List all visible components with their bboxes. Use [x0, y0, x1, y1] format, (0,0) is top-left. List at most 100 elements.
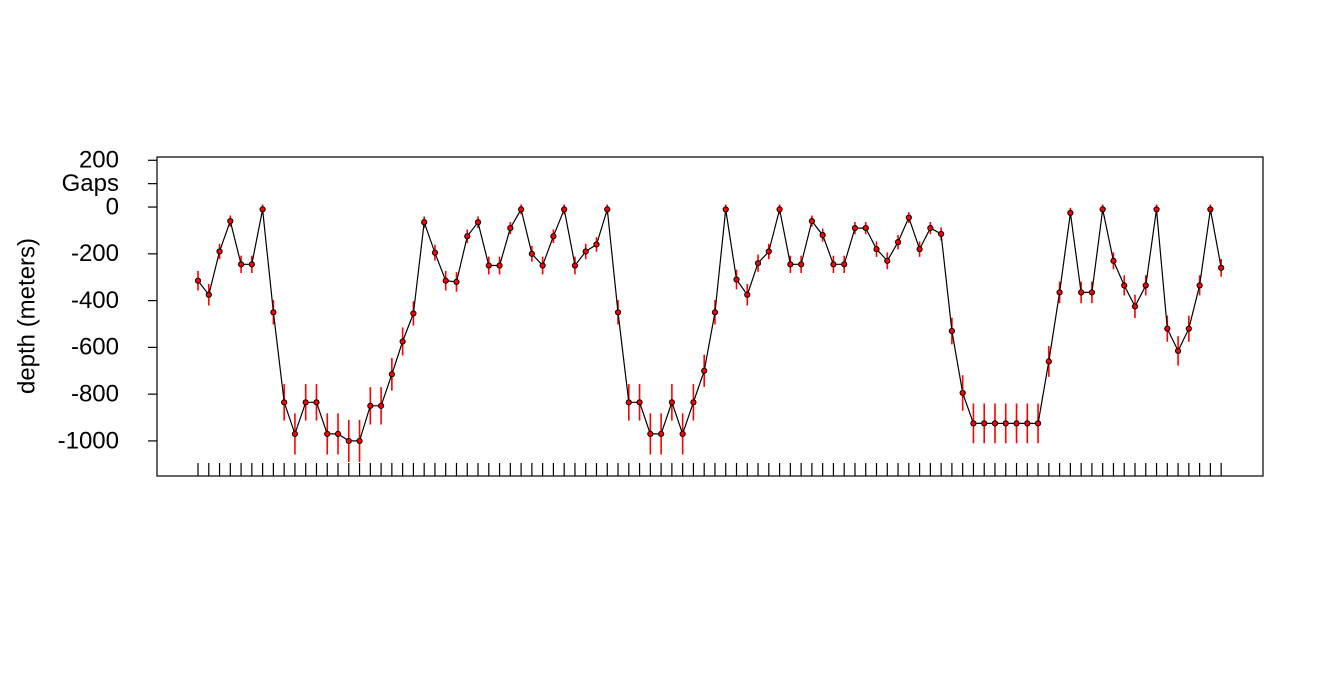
point: [194, 277, 202, 284]
point: [248, 261, 255, 268]
point: [1078, 289, 1085, 296]
point: [1099, 206, 1106, 213]
point: [1142, 282, 1149, 289]
y-axis-label: depth (meters): [13, 238, 40, 394]
point: [550, 233, 557, 240]
point: [905, 214, 912, 221]
point: [345, 437, 352, 445]
point: [1002, 420, 1009, 427]
point: [1024, 420, 1031, 427]
point: [259, 206, 266, 213]
y-tick-label: -600: [71, 334, 119, 361]
point: [1045, 358, 1052, 365]
point: [1088, 289, 1096, 296]
point: [216, 248, 223, 255]
point: [485, 262, 492, 269]
y-tick-label: -800: [71, 380, 119, 407]
point: [1110, 257, 1117, 264]
point: [927, 224, 934, 232]
point: [270, 309, 277, 316]
point: [421, 219, 428, 226]
point: [1207, 206, 1214, 213]
point: [227, 217, 234, 225]
point: [938, 230, 945, 238]
point: [507, 224, 514, 232]
point: [765, 248, 772, 255]
y-tick-label: -400: [71, 287, 119, 314]
point: [431, 249, 439, 256]
point: [776, 206, 783, 213]
point: [1121, 282, 1128, 289]
y-tick-label: -1000: [58, 427, 119, 454]
point: [851, 224, 859, 232]
point: [334, 430, 342, 438]
point: [561, 206, 568, 213]
point: [916, 246, 923, 253]
point: [205, 291, 212, 298]
point: [399, 338, 406, 345]
point: [388, 371, 395, 378]
point: [1067, 209, 1074, 216]
point: [798, 261, 805, 268]
point: [442, 277, 449, 284]
point: [733, 276, 740, 283]
y-tick-label: Gaps: [62, 170, 119, 197]
point: [614, 309, 622, 316]
point: [754, 260, 762, 267]
point: [1196, 282, 1203, 289]
point: [474, 219, 482, 226]
point: [377, 402, 385, 409]
plot-frame: [156, 156, 1264, 477]
point: [291, 430, 299, 438]
point: [1153, 206, 1160, 213]
point: [1013, 420, 1020, 427]
point: [410, 310, 417, 317]
point: [722, 206, 729, 213]
point: [970, 420, 977, 427]
point: [237, 261, 245, 268]
point: [313, 399, 320, 406]
point: [528, 250, 535, 257]
point: [302, 399, 309, 406]
point: [819, 232, 826, 239]
point: [981, 420, 988, 427]
point: [604, 206, 611, 213]
point: [690, 399, 697, 406]
y-tick-label: -200: [71, 240, 119, 267]
point: [1185, 325, 1192, 332]
point: [668, 399, 675, 406]
point: [1034, 420, 1042, 427]
point: [862, 224, 869, 232]
point: [711, 309, 719, 316]
point: [539, 262, 546, 269]
point: [571, 262, 579, 269]
point: [464, 233, 471, 240]
point: [991, 420, 999, 427]
point: [281, 399, 288, 406]
point: [518, 206, 525, 213]
point: [894, 239, 902, 246]
point: [959, 389, 966, 397]
point: [1218, 264, 1225, 271]
point: [625, 399, 632, 406]
point: [658, 430, 665, 438]
point: [496, 262, 503, 269]
depth-line: [197, 207, 1222, 442]
point: [744, 291, 751, 298]
y-tick-label: 200: [79, 147, 119, 174]
point: [593, 241, 600, 248]
point: [787, 261, 794, 268]
point: [701, 367, 708, 374]
point: [636, 399, 643, 406]
point: [1164, 325, 1171, 332]
point: [324, 430, 331, 438]
point: [948, 327, 956, 335]
point: [873, 246, 880, 253]
point: [367, 402, 374, 409]
y-tick-label: 0: [106, 193, 119, 220]
point: [1056, 289, 1063, 296]
point: [841, 261, 848, 268]
point: [582, 248, 589, 255]
point: [1174, 347, 1182, 354]
